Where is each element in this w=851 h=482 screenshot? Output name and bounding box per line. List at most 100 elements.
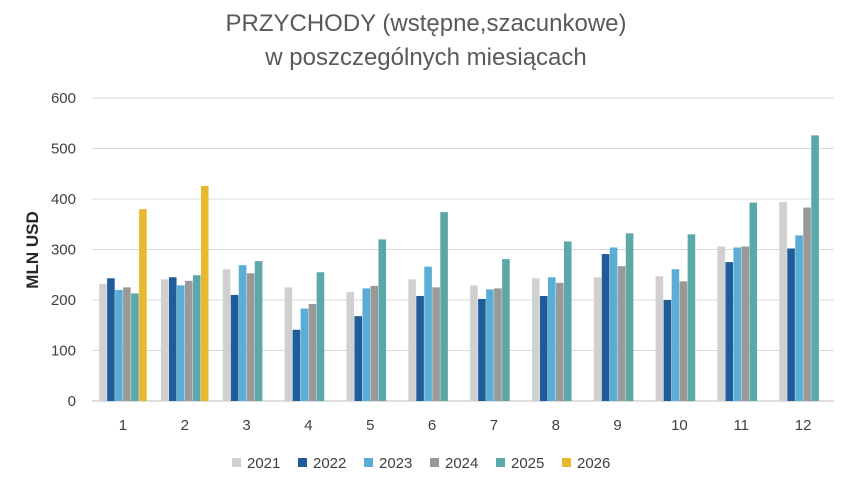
y-tick-labels: 0 100 200 300 400 500 600 <box>51 90 76 410</box>
bar-2024-month-3 <box>246 273 255 401</box>
bar-2022-month-10 <box>663 300 672 401</box>
bar-2024-month-9 <box>617 266 626 401</box>
bar-2022-month-9 <box>601 254 610 401</box>
x-tick-label: 1 <box>119 417 127 434</box>
x-tick-label: 8 <box>552 417 560 434</box>
legend-swatch-2022 <box>298 458 307 467</box>
bar-2022-month-5 <box>354 316 363 401</box>
bar-2022-month-12 <box>787 248 795 401</box>
legend-label-2025: 2025 <box>511 455 544 472</box>
x-tick-label: 7 <box>490 417 498 434</box>
x-tick-label: 2 <box>181 417 189 434</box>
bar-2022-month-2 <box>168 277 177 401</box>
bar-2023-month-9 <box>609 247 618 401</box>
bar-2023-month-6 <box>424 266 432 401</box>
legend-label-2026: 2026 <box>577 455 610 472</box>
legend-label-2023: 2023 <box>379 455 412 472</box>
bar-2025-month-2 <box>192 275 201 401</box>
bar-2025-month-1 <box>131 293 139 401</box>
bar-2021-month-11 <box>717 246 726 401</box>
chart-title-line-1: PRZYCHODY (wstępne,szacunkowe) <box>225 10 626 37</box>
legend-swatch-2023 <box>364 458 373 467</box>
bar-2024-month-6 <box>432 287 440 401</box>
legend-swatch-2026 <box>562 458 571 467</box>
bar-2025-month-8 <box>563 241 572 401</box>
x-tick-label: 4 <box>304 417 312 434</box>
bar-2025-month-4 <box>316 272 325 401</box>
bar-2025-month-9 <box>625 233 634 401</box>
bar-2021-month-8 <box>531 278 540 401</box>
x-tick-label: 12 <box>795 417 812 434</box>
bar-2025-month-10 <box>687 234 696 401</box>
legend-swatch-2025 <box>496 458 505 467</box>
y-tick-label: 100 <box>51 343 76 360</box>
bar-2023-month-3 <box>238 265 247 401</box>
legend-label-2022: 2022 <box>313 455 346 472</box>
bar-2025-month-11 <box>749 202 758 401</box>
bar-2021-month-9 <box>593 277 602 401</box>
legend: 2021 2022 2023 2024 2025 2026 <box>232 455 610 472</box>
x-tick-label: 10 <box>671 417 688 434</box>
y-tick-label: 500 <box>51 141 76 158</box>
bar-2022-month-1 <box>107 278 115 401</box>
bar-2021-month-7 <box>470 285 478 401</box>
bar-2024-month-1 <box>123 287 131 401</box>
bars <box>99 135 819 401</box>
bar-2021-month-5 <box>346 291 355 401</box>
bar-2025-month-7 <box>502 259 510 401</box>
bar-2024-month-12 <box>803 207 811 401</box>
bar-2026-month-2 <box>200 185 209 401</box>
bar-2023-month-11 <box>733 247 742 401</box>
bar-2021-month-3 <box>222 269 231 401</box>
y-axis-label: MLN USD <box>23 211 42 288</box>
bar-2023-month-5 <box>362 288 371 401</box>
bar-2024-month-8 <box>555 282 564 401</box>
bar-2025-month-12 <box>811 135 819 401</box>
legend-swatch-2021 <box>232 458 241 467</box>
bar-2022-month-4 <box>292 329 301 401</box>
bar-2024-month-5 <box>370 285 379 401</box>
bar-2023-month-7 <box>486 289 494 401</box>
bar-2023-month-4 <box>300 308 309 401</box>
bar-2024-month-10 <box>679 281 688 401</box>
bar-2022-month-3 <box>230 294 239 401</box>
y-tick-label: 0 <box>68 393 76 410</box>
x-tick-label: 5 <box>366 417 374 434</box>
y-tick-label: 300 <box>51 242 76 259</box>
bar-2023-month-12 <box>795 235 803 401</box>
y-tick-label: 200 <box>51 292 76 309</box>
bar-2022-month-11 <box>725 262 734 401</box>
bar-2022-month-8 <box>539 295 548 401</box>
legend-label-2024: 2024 <box>445 455 478 472</box>
bar-2024-month-7 <box>494 288 502 401</box>
bar-2021-month-1 <box>99 283 107 401</box>
bar-2022-month-7 <box>478 298 486 401</box>
bar-2023-month-10 <box>671 269 680 401</box>
bar-2025-month-3 <box>254 261 263 401</box>
bar-2021-month-6 <box>408 279 416 401</box>
bar-2026-month-1 <box>139 209 147 401</box>
bar-2021-month-4 <box>284 287 293 401</box>
bar-2022-month-6 <box>416 295 424 401</box>
bar-2024-month-11 <box>741 246 750 401</box>
bar-2023-month-1 <box>115 289 123 401</box>
y-tick-label: 400 <box>51 191 76 208</box>
x-tick-label: 9 <box>613 417 621 434</box>
bar-2024-month-2 <box>184 280 193 401</box>
bar-2021-month-2 <box>160 279 169 401</box>
x-tick-label: 6 <box>428 417 436 434</box>
bar-2025-month-5 <box>378 239 387 401</box>
bar-2021-month-12 <box>779 202 787 401</box>
x-tick-label: 11 <box>733 417 749 434</box>
chart-title-line-2: w poszczególnych miesiącach <box>264 44 586 71</box>
bar-2021-month-10 <box>655 276 664 401</box>
bar-2023-month-2 <box>176 285 185 401</box>
legend-label-2021: 2021 <box>247 455 280 472</box>
bar-2023-month-8 <box>547 277 556 401</box>
x-tick-label: 3 <box>242 417 250 434</box>
bar-2025-month-6 <box>440 212 448 401</box>
bar-2024-month-4 <box>308 304 317 401</box>
x-tick-labels: 1 2 3 4 5 6 7 8 9 10 11 12 <box>119 417 812 434</box>
legend-swatch-2024 <box>430 458 439 467</box>
